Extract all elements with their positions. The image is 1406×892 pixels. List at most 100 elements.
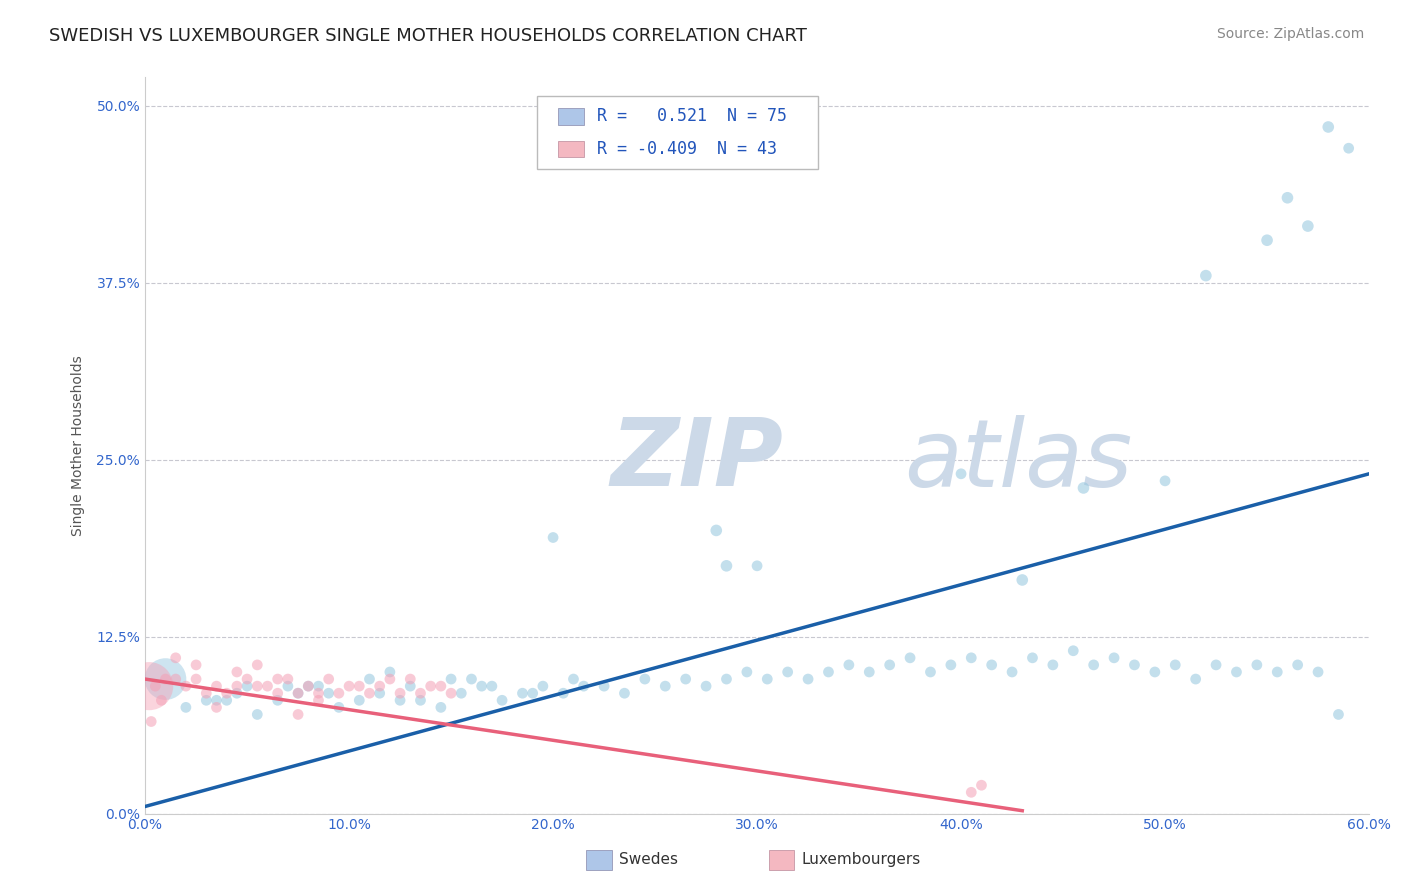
Point bbox=[1256, 233, 1278, 247]
Point bbox=[920, 665, 942, 679]
Point bbox=[277, 679, 299, 693]
Point bbox=[368, 686, 391, 700]
Point bbox=[389, 686, 412, 700]
Point bbox=[277, 672, 299, 686]
Point bbox=[256, 679, 278, 693]
Point bbox=[155, 672, 177, 686]
Point bbox=[939, 657, 962, 672]
Point bbox=[522, 686, 544, 700]
Point bbox=[1102, 650, 1125, 665]
Point bbox=[716, 558, 738, 573]
Point bbox=[430, 700, 453, 714]
Point bbox=[138, 679, 160, 693]
Point bbox=[266, 693, 288, 707]
Point bbox=[1286, 657, 1309, 672]
Point bbox=[1164, 657, 1187, 672]
Point bbox=[1195, 268, 1218, 283]
Point bbox=[419, 679, 441, 693]
Point bbox=[970, 778, 993, 792]
Point bbox=[950, 467, 973, 481]
Point bbox=[1001, 665, 1024, 679]
Point bbox=[450, 686, 472, 700]
Point bbox=[349, 679, 371, 693]
Point bbox=[675, 672, 697, 686]
Point bbox=[756, 672, 779, 686]
Point bbox=[695, 679, 717, 693]
Point bbox=[1011, 573, 1033, 587]
FancyBboxPatch shape bbox=[558, 141, 585, 157]
Point bbox=[1042, 657, 1064, 672]
Point bbox=[776, 665, 799, 679]
Point bbox=[205, 679, 228, 693]
Point bbox=[1265, 665, 1288, 679]
Point bbox=[1021, 650, 1043, 665]
Y-axis label: Single Mother Households: Single Mother Households bbox=[72, 355, 86, 536]
Point bbox=[246, 657, 269, 672]
Point bbox=[704, 524, 727, 538]
Point bbox=[287, 686, 309, 700]
Point bbox=[858, 665, 880, 679]
Point bbox=[308, 686, 330, 700]
Point bbox=[1073, 481, 1095, 495]
Point bbox=[399, 679, 422, 693]
Point bbox=[980, 657, 1002, 672]
Point bbox=[1246, 657, 1268, 672]
Point bbox=[195, 686, 218, 700]
Point bbox=[1123, 657, 1146, 672]
Point bbox=[205, 700, 228, 714]
Point bbox=[1143, 665, 1166, 679]
Point bbox=[368, 679, 391, 693]
Point bbox=[174, 700, 197, 714]
Point bbox=[318, 672, 340, 686]
FancyBboxPatch shape bbox=[537, 95, 818, 169]
Point bbox=[225, 665, 247, 679]
Point bbox=[215, 686, 238, 700]
Text: Source: ZipAtlas.com: Source: ZipAtlas.com bbox=[1216, 27, 1364, 41]
Point bbox=[359, 686, 381, 700]
Point bbox=[165, 672, 187, 686]
Point bbox=[960, 650, 983, 665]
Point bbox=[745, 558, 768, 573]
Point bbox=[297, 679, 319, 693]
Point bbox=[297, 679, 319, 693]
Point bbox=[1337, 141, 1360, 155]
Point bbox=[634, 672, 657, 686]
Point bbox=[1296, 219, 1319, 233]
Point bbox=[141, 714, 163, 729]
Point bbox=[1062, 644, 1084, 658]
Point bbox=[337, 679, 360, 693]
Point bbox=[184, 672, 207, 686]
Point bbox=[215, 693, 238, 707]
Point bbox=[359, 672, 381, 686]
Text: SWEDISH VS LUXEMBOURGER SINGLE MOTHER HOUSEHOLDS CORRELATION CHART: SWEDISH VS LUXEMBOURGER SINGLE MOTHER HO… bbox=[49, 27, 807, 45]
Point bbox=[1083, 657, 1105, 672]
Point bbox=[797, 672, 820, 686]
Point bbox=[195, 693, 218, 707]
Point bbox=[287, 707, 309, 722]
Point bbox=[541, 531, 564, 545]
Point bbox=[287, 686, 309, 700]
Point bbox=[225, 686, 247, 700]
Point bbox=[236, 672, 259, 686]
Point bbox=[440, 686, 463, 700]
Point bbox=[491, 693, 513, 707]
Point bbox=[409, 686, 432, 700]
Point bbox=[143, 679, 166, 693]
Point bbox=[481, 679, 503, 693]
Point bbox=[308, 693, 330, 707]
Point bbox=[328, 700, 350, 714]
Point bbox=[246, 679, 269, 693]
Point bbox=[817, 665, 839, 679]
Point bbox=[389, 693, 412, 707]
Point bbox=[572, 679, 595, 693]
Point bbox=[960, 785, 983, 799]
Point bbox=[531, 679, 554, 693]
Text: R =   0.521  N = 75: R = 0.521 N = 75 bbox=[596, 107, 787, 126]
Point bbox=[471, 679, 494, 693]
Point bbox=[440, 672, 463, 686]
Point bbox=[460, 672, 482, 686]
Text: Luxembourgers: Luxembourgers bbox=[801, 853, 921, 867]
Point bbox=[184, 657, 207, 672]
Point bbox=[613, 686, 636, 700]
Text: ZIP: ZIP bbox=[610, 414, 783, 507]
